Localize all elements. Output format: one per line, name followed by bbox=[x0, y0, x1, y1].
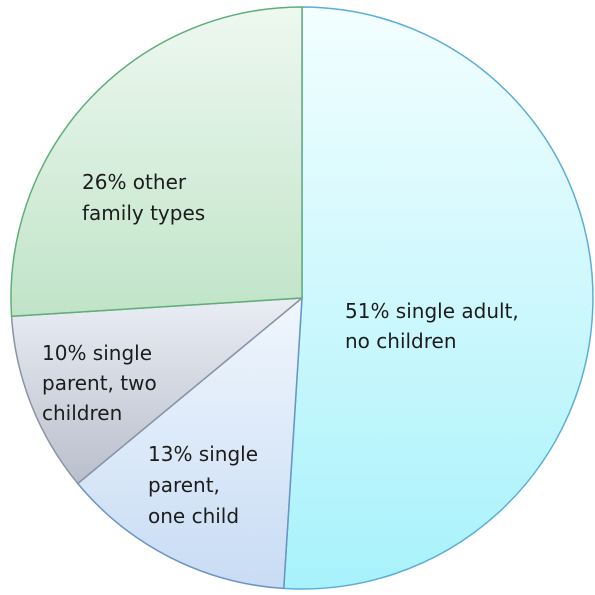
slice-label-line: one child bbox=[148, 504, 239, 528]
slice-label-line: no children bbox=[345, 329, 457, 353]
pie-slices bbox=[10, 6, 594, 590]
slice-label-line: parent, two bbox=[42, 371, 157, 395]
pie-slice-other-family-types bbox=[10, 6, 303, 318]
slice-label-line: 13% single bbox=[148, 442, 258, 466]
slice-label-other-family-types: 26% other family types bbox=[82, 170, 205, 225]
slice-label-line: 51% single adult, bbox=[345, 299, 519, 323]
pie-labels: 51% single adult, no children 13% single pa… bbox=[42, 170, 519, 528]
slice-label-line: 26% other bbox=[82, 170, 187, 194]
slice-label-single-adult-no-children: 51% single adult, no children bbox=[345, 299, 519, 353]
slice-label-single-parent-two-children: 10% single parent, two children bbox=[42, 341, 157, 425]
slice-label-line: 10% single bbox=[42, 341, 152, 365]
pie-slice-single-parent-two-children bbox=[10, 297, 303, 485]
slice-label-line: parent, bbox=[148, 473, 220, 497]
pie-slice-single-adult-no-children bbox=[282, 6, 594, 590]
pie-slice-single-parent-one-child bbox=[77, 297, 303, 590]
slice-label-line: children bbox=[42, 401, 122, 425]
slice-label-single-parent-one-child: 13% single parent, one child bbox=[148, 442, 258, 528]
slice-label-line: family types bbox=[82, 201, 205, 225]
